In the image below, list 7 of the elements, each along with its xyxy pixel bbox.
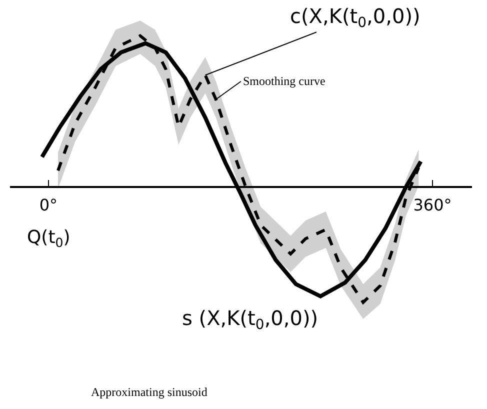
annotation: Q(t$_{0}$) [27, 227, 70, 250]
text: c(X,K(t$_{0}$,0,0)) [290, 4, 420, 32]
x-tick-label: 0° [39, 195, 58, 214]
text: Approximating sinusoid [91, 385, 208, 399]
x-tick-label: 360° [413, 195, 452, 214]
annotation: Smoothing curve [243, 74, 326, 88]
series-label: s (X,K(t$_{0}$,0,0)) [182, 306, 318, 334]
